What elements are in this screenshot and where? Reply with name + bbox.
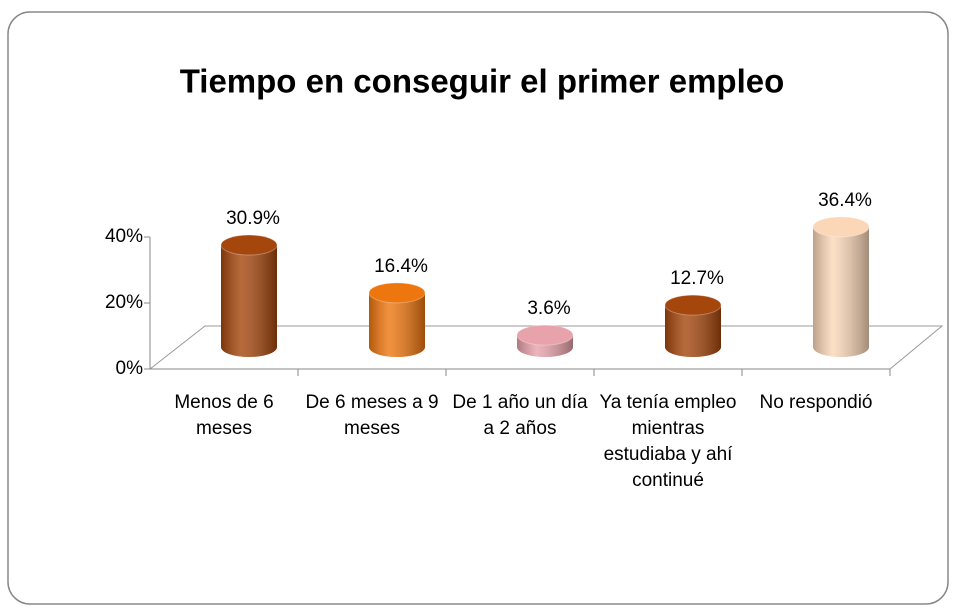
value-label: 30.9% bbox=[226, 208, 280, 229]
bar-top bbox=[664, 294, 722, 316]
x-tick-label: Menos de 6 meses bbox=[174, 392, 274, 439]
bar bbox=[368, 282, 426, 357]
bar bbox=[516, 324, 574, 357]
value-label: 36.4% bbox=[818, 190, 872, 211]
bar-shade bbox=[665, 305, 721, 357]
x-tick-label: De 6 meses a 9 meses bbox=[305, 392, 439, 439]
bar bbox=[812, 216, 870, 357]
chart-frame bbox=[7, 11, 949, 605]
bar-top bbox=[812, 216, 870, 238]
bar-top bbox=[220, 234, 278, 256]
bar-shade bbox=[813, 226, 869, 357]
bar-shade bbox=[369, 292, 425, 357]
chart-title: Tiempo en conseguir el primer empleo bbox=[180, 63, 785, 100]
x-tick-label: No respondió bbox=[759, 392, 873, 413]
value-label: 16.4% bbox=[374, 256, 428, 277]
y-tick-label: 20% bbox=[105, 292, 143, 313]
bar bbox=[664, 294, 722, 357]
bar bbox=[220, 234, 278, 357]
value-label: 12.7% bbox=[670, 268, 724, 289]
bar-shade bbox=[221, 245, 277, 357]
x-tick-label: De 1 año un día a 2 años bbox=[452, 392, 588, 439]
y-tick-label: 40% bbox=[105, 226, 143, 247]
bar-top bbox=[368, 282, 426, 304]
y-tick-label: 0% bbox=[116, 358, 144, 379]
x-tick-label: Ya tenía empleo mientras estudiaba y ahí… bbox=[599, 392, 737, 491]
value-label: 3.6% bbox=[527, 298, 570, 319]
bar-top bbox=[516, 324, 574, 346]
